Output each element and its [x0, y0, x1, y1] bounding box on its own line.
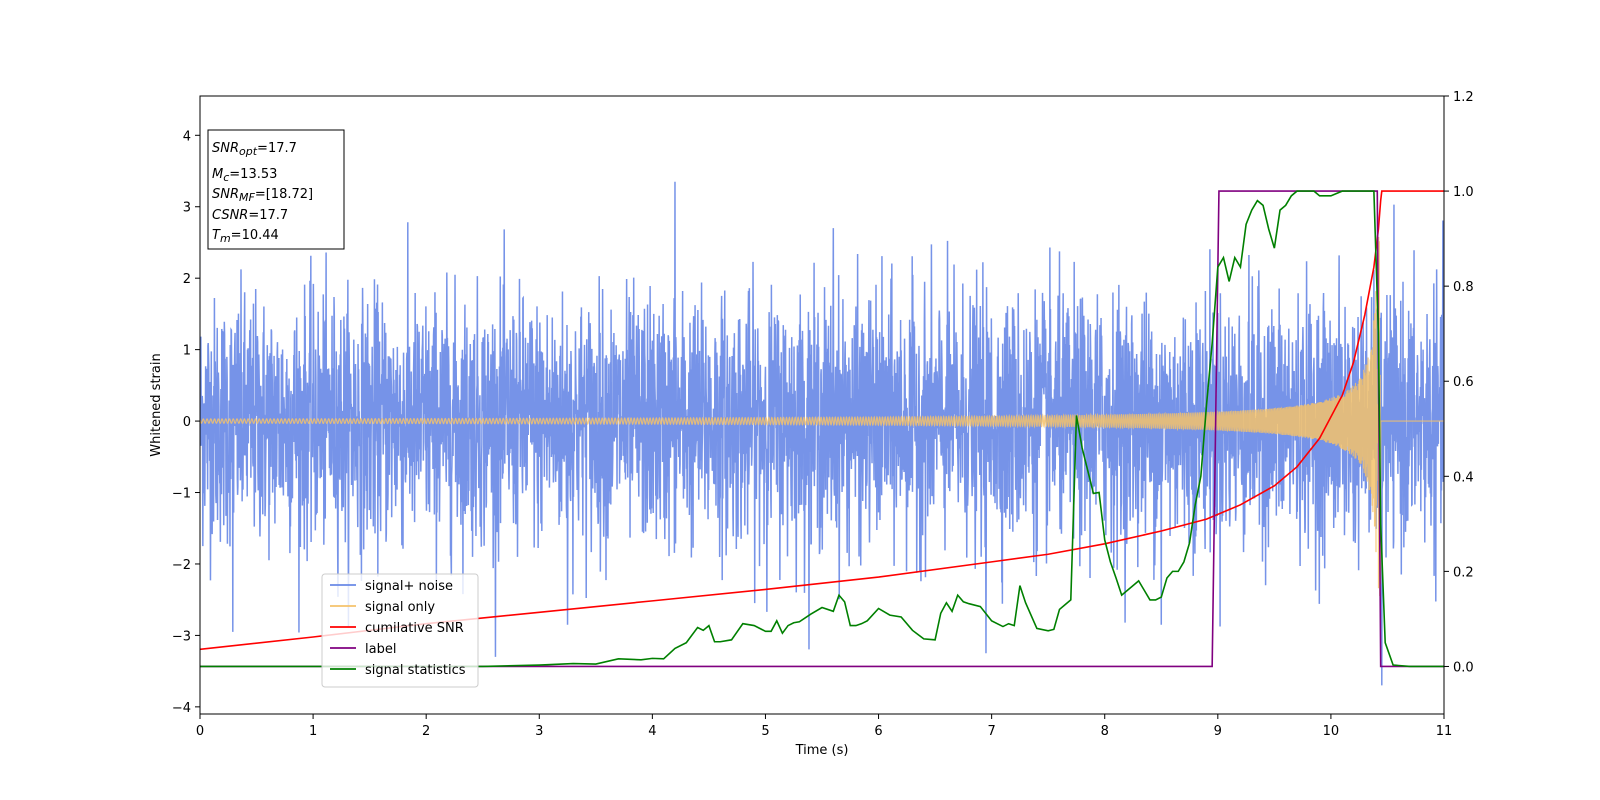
x-tick-label: 7	[987, 724, 995, 739]
y-tick-label: −2	[172, 558, 191, 573]
annotation-line: CSNR=17.7	[212, 208, 288, 223]
y2-tick-label: 0.0	[1453, 660, 1474, 675]
annotation-frame	[207, 129, 345, 250]
legend-label: cumilative SNR	[365, 621, 464, 636]
y2-tick-label: 0.6	[1453, 375, 1474, 390]
legend-label: label	[365, 642, 396, 657]
legend-label: signal+ noise	[365, 579, 453, 594]
x-tick-label: 3	[535, 724, 543, 739]
x-tick-label: 11	[1436, 724, 1453, 739]
legend-frame	[321, 573, 479, 688]
plot-frame	[199, 95, 1445, 715]
annotation-line: Mc=13.53	[212, 167, 277, 184]
series-line-signal-noise	[200, 181, 1444, 686]
y2-tick-label: 0.8	[1453, 280, 1474, 295]
series-line-cumilative-snr	[200, 190, 1444, 651]
legend-label: signal only	[365, 600, 435, 615]
x-tick-label: 9	[1214, 724, 1222, 739]
legend: signal+ noise signal only cumilative SNR la…	[321, 573, 479, 688]
y-axis-left: −4 −3 −2 −1 0 1 2 3 4	[172, 129, 200, 716]
x-tick-label: 0	[196, 724, 204, 739]
x-tick-label: 5	[761, 724, 769, 739]
annotation-line: SNRMF=[18.72]	[212, 187, 313, 204]
x-axis-label: Time (s)	[795, 743, 849, 758]
y-tick-label: −3	[172, 629, 191, 644]
series-line-signal-only	[200, 236, 1444, 597]
series-line-signal-statistics	[200, 190, 1444, 668]
annotation-line: SNRopt=17.7	[212, 141, 297, 158]
legend-label: signal statistics	[365, 663, 466, 678]
y-tick-label: 3	[183, 201, 191, 216]
y-tick-label: −4	[172, 701, 191, 716]
annotation-line: Tm=10.44	[212, 228, 279, 245]
x-axis: 0 1 2 3 4 5 6 7 8 9 10 11	[196, 714, 1452, 739]
y-tick-label: 4	[183, 129, 191, 144]
x-tick-label: 8	[1101, 724, 1109, 739]
x-tick-label: 1	[309, 724, 317, 739]
y2-tick-label: 1.2	[1453, 90, 1474, 105]
y-tick-label: −1	[172, 487, 191, 502]
annotation-box: SNRopt=17.7 Mc=13.53 SNRMF=[18.72] CSNR=17.…	[207, 129, 345, 250]
x-tick-label: 10	[1323, 724, 1340, 739]
y-axis-label: Whitened strain	[149, 353, 164, 456]
y-tick-label: 0	[183, 415, 191, 430]
x-tick-label: 2	[422, 724, 430, 739]
x-tick-label: 6	[874, 724, 882, 739]
y2-tick-label: 0.2	[1453, 565, 1474, 580]
y2-tick-label: 0.4	[1453, 470, 1474, 485]
y-tick-label: 2	[183, 272, 191, 287]
y2-tick-label: 1.0	[1453, 185, 1474, 200]
y-axis-right: 0.0 0.2 0.4 0.6 0.8 1.0 1.2	[1444, 90, 1474, 675]
series-layer	[200, 181, 1444, 686]
x-tick-label: 4	[648, 724, 656, 739]
y-tick-label: 1	[183, 344, 191, 359]
